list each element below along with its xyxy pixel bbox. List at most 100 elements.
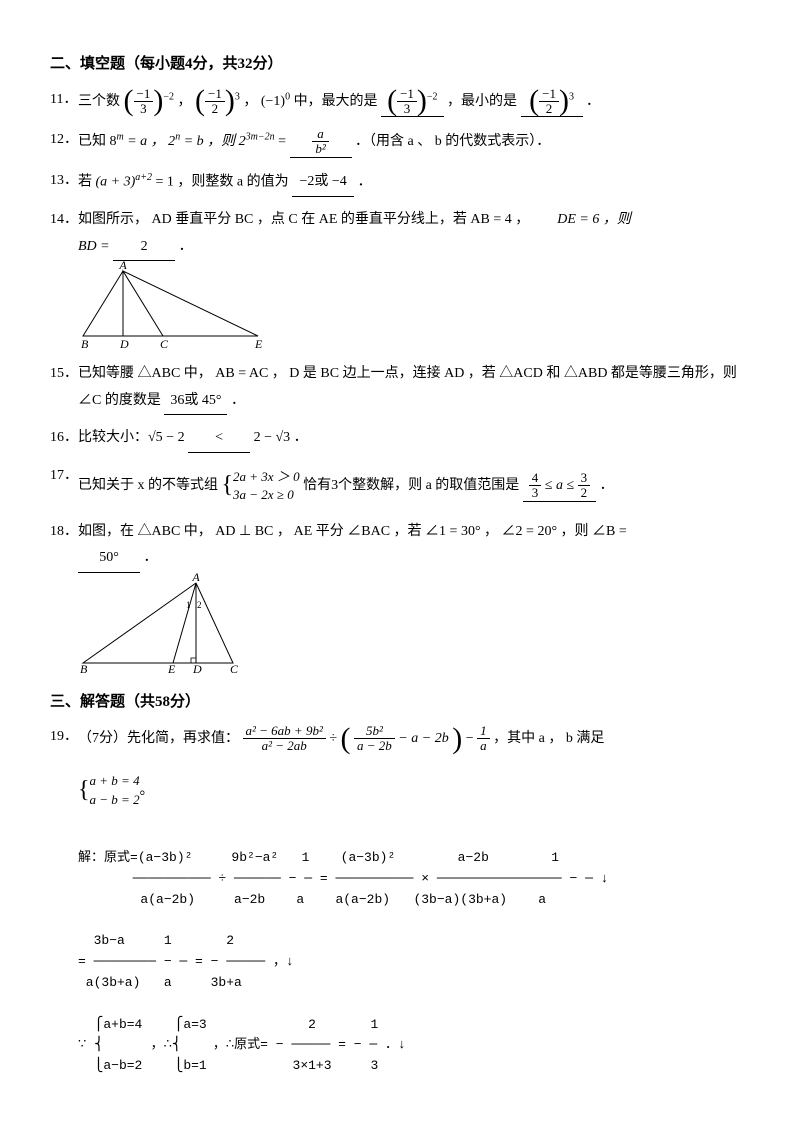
problem-num: 14． <box>50 207 78 234</box>
text: ，其中 a ， b 满足 <box>493 731 604 746</box>
frac: 5b²a − 2b <box>354 724 395 754</box>
brace-icon: { <box>78 777 90 803</box>
triangle-figure: A B E D C 1 2 <box>78 573 258 678</box>
svg-text:B: B <box>80 662 88 676</box>
text: 中，最大的是 <box>294 94 378 109</box>
exp: −2 <box>427 91 438 102</box>
period: ． <box>144 550 158 565</box>
d: a − 2b <box>354 739 395 753</box>
frac: 43 <box>529 471 542 501</box>
svg-text:C: C <box>230 662 239 676</box>
d: 2 <box>205 102 225 116</box>
l: a(3b+a) a 3b+a <box>78 975 242 990</box>
text: （7分）先化简，再求值： <box>78 731 239 746</box>
mid: ≤ a ≤ <box>545 478 578 493</box>
rparen: ) <box>452 727 462 751</box>
text: = a ， 2 <box>127 134 175 149</box>
eq1: 2a + 3x ＞ 0 <box>233 468 300 486</box>
answer-blank: (−13)−2 <box>381 87 443 118</box>
svg-text:C: C <box>160 337 169 351</box>
l: (a−3b)² 9b²−a² 1 (a−3b)² a−2b 1 <box>138 850 559 865</box>
svg-text:1: 1 <box>186 600 191 610</box>
d: 2 <box>578 486 591 500</box>
d: 3 <box>134 102 154 116</box>
eq2: 3a − 2x ≥ 0 <box>233 486 300 504</box>
comma: ， <box>177 94 191 109</box>
frac: 1a <box>477 724 490 754</box>
text: ．（用含 a 、 b 的代数式表示）． <box>355 134 550 149</box>
problem-19: 19． （7分）先化简，再求值： a² − 6ab + 9b²a² − 2ab … <box>50 724 750 1098</box>
svg-text:2: 2 <box>197 600 202 610</box>
n: a² − 6ab + 9b² <box>243 724 326 739</box>
lparen: ( <box>529 89 539 113</box>
exp: a+2 <box>135 172 152 183</box>
problem-17: 17． 已知关于 x 的不等式组 { 2a + 3x ＞ 0 3a − 2x ≥… <box>50 463 750 509</box>
frac: ab² <box>312 127 328 157</box>
n: 1 <box>407 86 414 101</box>
lparen: ( <box>341 727 351 751</box>
rparen: ) <box>559 89 569 113</box>
n: 1 <box>215 86 222 101</box>
l: ⎧a+b=4 ⎧a=3 2 1 <box>78 1017 378 1032</box>
l: ⎩a−b=2 ⎩b=1 3×1+3 3 <box>78 1058 378 1073</box>
lparen: ( <box>387 89 397 113</box>
svg-text:A: A <box>191 573 200 584</box>
answer-blank: ab² <box>290 127 352 158</box>
answer-blank: −2或 −4 <box>292 169 354 197</box>
problem-num: 11． <box>50 87 77 114</box>
frac: −13 <box>134 87 154 117</box>
exp: 3 <box>235 91 240 102</box>
l: ────────── ÷ ────── − ─ = ────────── × ─… <box>133 871 609 886</box>
frac: −12 <box>539 87 559 117</box>
text: = <box>278 134 289 149</box>
lparen: ( <box>195 89 205 113</box>
rparen: ) <box>417 89 427 113</box>
problem-13: 13． 若 (a + 3)a+2 = 1 ，则整数 a 的值为 −2或 −4 ． <box>50 168 750 197</box>
l: = ──────── − ─ = − ───── ，↓ <box>78 954 294 969</box>
svg-text:B: B <box>81 337 89 351</box>
frac: −12 <box>205 87 225 117</box>
text: 如图所示， AD 垂直平分 BC ，点 C 在 AE 的垂直平分线上，若 AB … <box>78 212 529 227</box>
base: (a + 3) <box>96 174 136 189</box>
text: 如图，在 △ABC 中， AD ⊥ BC ， AE 平分 ∠BAC ，若 ∠1 … <box>78 524 627 539</box>
rest: − a − 2b <box>398 731 448 746</box>
text: ，最小的是 <box>447 94 517 109</box>
brace-icon: { <box>222 472 234 498</box>
section-2-title: 二、填空题（每小题4分，共32分） <box>50 50 750 79</box>
problem-16: 16． 比较大小：√5 − 2 < 2 − √3 ． <box>50 425 750 453</box>
eq2: a − b = 2 <box>90 791 140 809</box>
exp: 3 <box>569 91 574 102</box>
period: ． <box>231 393 245 408</box>
l: a(a−2b) a−2b a a(a−2b) (3b−a)(3b+a) a <box>133 892 546 907</box>
system: 2a + 3x ＞ 0 3a − 2x ≥ 0 <box>233 468 300 504</box>
problem-18: 18． 如图，在 △ABC 中， AD ⊥ BC ， AE 平分 ∠BAC ，若… <box>50 519 750 678</box>
frac: 32 <box>578 471 591 501</box>
problem-num: 15． <box>50 361 78 388</box>
rparen: ) <box>153 89 163 113</box>
exp: 0 <box>285 91 290 102</box>
answer-blank: 43 ≤ a ≤ 32 <box>523 471 596 502</box>
n: 4 <box>529 471 542 486</box>
answer-blank: 36或 45° <box>164 388 227 416</box>
problem-num: 12． <box>50 127 78 154</box>
text: 恰有3个整数解，则 a 的取值范围是 <box>303 478 519 493</box>
text: DE = 6 ，则 <box>557 212 631 227</box>
frac: a² − 6ab + 9b²a² − 2ab <box>243 724 326 754</box>
text: = b ，则 2 <box>184 134 246 149</box>
problem-num: 13． <box>50 168 78 195</box>
problem-11: 11． 三个数 (−13)−2 ， (−12)3 ， (−1)0 中，最大的是 … <box>50 87 750 118</box>
d: 3 <box>529 486 542 500</box>
figure-18: A B E D C 1 2 <box>78 573 750 678</box>
system: a + b = 4 a − b = 2 <box>90 772 140 808</box>
text: BD = <box>78 239 113 254</box>
l: ∵ ⎨ ，∴⎨ ，∴原式= − ───── = − ─ ．↓ <box>78 1037 406 1052</box>
exp: n <box>175 131 180 142</box>
answer-blank: 2 <box>113 234 175 262</box>
rparen: ) <box>225 89 235 113</box>
exp: −2 <box>163 91 174 102</box>
text: 三个数 <box>78 94 120 109</box>
d: 3 <box>397 102 417 116</box>
comma: ， <box>243 94 257 109</box>
problem-num: 19． <box>50 724 78 751</box>
problem-15: 15． 已知等腰 △ABC 中， AB = AC ， D 是 BC 边上一点，连… <box>50 361 750 415</box>
